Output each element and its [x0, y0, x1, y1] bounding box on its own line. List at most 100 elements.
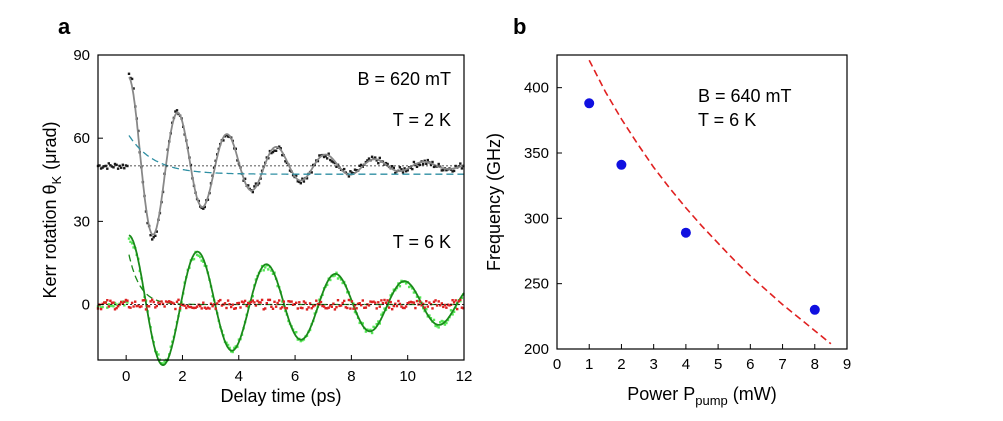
chart-a-data-point — [418, 300, 422, 303]
chart-a-annotation-t6: T = 6 K — [393, 232, 451, 252]
chart-a-data-point — [392, 304, 395, 308]
chart-a-data-point — [285, 307, 289, 310]
chart-a-data-point — [383, 307, 386, 310]
chart-a-data-point — [127, 237, 131, 240]
chart-a-data-point — [103, 165, 106, 168]
chart-a-data-point — [440, 169, 443, 172]
chart-a-data-point — [195, 253, 199, 257]
chart-a-data-point — [459, 162, 462, 165]
chart-a-data-point — [428, 314, 431, 317]
chart-a-data-point — [428, 301, 431, 304]
chart-a-data-point — [129, 240, 132, 243]
chart-a-data-point — [113, 162, 117, 166]
chart-a-data-point — [333, 161, 337, 165]
chart-b-y-axis-label: Frequency (GHz) — [484, 133, 504, 271]
chart-a-data-point — [395, 304, 399, 308]
chart-a-data-point — [254, 182, 258, 185]
chart-a-data-point — [367, 157, 371, 160]
chart-b-x-tick-label: 0 — [553, 356, 561, 373]
chart-a-data-point — [445, 306, 448, 309]
chart-a-data-point — [353, 168, 357, 171]
chart-a-data-point — [192, 306, 196, 310]
chart-a-data-point — [155, 230, 158, 233]
chart-b-x-tick-label: 8 — [811, 356, 819, 373]
chart-a-data-point — [400, 279, 403, 283]
chart-a-annotation-t2: T = 2 K — [393, 110, 451, 130]
chart-a-data-point — [296, 180, 299, 183]
chart-a-data-point — [124, 300, 128, 303]
chart-a-data-point — [439, 304, 442, 307]
chart-a-data-point — [109, 164, 112, 167]
chart-a-data-point — [442, 320, 445, 323]
chart-a-data-point — [110, 301, 114, 305]
chart-b-x-label-unit: (mW) — [733, 384, 777, 404]
chart-a-data-point — [341, 281, 344, 285]
chart-a-data-point — [339, 278, 343, 281]
chart-a-data-point — [442, 305, 445, 309]
chart-a-data-point — [364, 330, 368, 333]
chart-a-data-point — [372, 300, 375, 303]
chart-a-data-point — [411, 287, 414, 290]
chart-a-data-point — [199, 304, 202, 308]
chart-a-data-point — [253, 185, 256, 188]
chart-a-data-point — [237, 301, 241, 305]
chart-a-baseline-curve — [128, 135, 464, 175]
chart-b-x-label-sub: pump — [695, 393, 728, 408]
chart-a-data-point — [302, 180, 306, 183]
chart-a-data-point — [226, 299, 230, 302]
chart-a-data-point — [349, 307, 352, 310]
chart-a-data-point — [364, 306, 368, 309]
chart-a-data-point — [398, 166, 402, 169]
chart-a-data-point — [230, 305, 233, 309]
chart-a-data-point — [109, 299, 112, 302]
chart-a-data-point — [135, 304, 138, 308]
chart-a-data-point — [161, 362, 165, 365]
chart-a-data-point — [335, 271, 338, 274]
chart-a-data-point — [107, 305, 110, 308]
chart-a-data-point — [349, 170, 352, 173]
chart-a-data-point — [409, 300, 412, 304]
chart-a-data-point — [107, 162, 110, 165]
chart-a-data-point — [132, 246, 135, 249]
chart-a-data-point — [386, 299, 389, 302]
chart-a-data-point — [231, 350, 234, 354]
chart-a-data-point — [383, 298, 386, 302]
chart-a-data-point — [460, 306, 464, 309]
chart-a-data-point — [192, 257, 196, 261]
chart-b-x-tick-label: 5 — [714, 356, 722, 373]
chart-a-data-point — [387, 306, 391, 309]
chart-a-data-point — [257, 301, 261, 304]
chart-a-y-tick-label: 60 — [73, 130, 90, 147]
chart-a-data-point — [219, 298, 222, 302]
chart-a-data-point — [370, 155, 374, 158]
chart-a-data-point — [206, 306, 210, 309]
chart-a-data-point — [107, 303, 110, 306]
chart-a-data-point — [278, 145, 281, 148]
chart-a-data-point — [335, 165, 338, 168]
chart-a-data-point — [347, 175, 351, 178]
chart-b-x-axis-label: Power Ppump (mW) — [627, 384, 777, 408]
chart-a-data-point — [130, 242, 134, 245]
chart-a-data-point — [214, 307, 217, 310]
chart-a-data-point — [279, 147, 282, 150]
chart-a-data-point — [264, 307, 267, 310]
chart-a-data-point — [197, 254, 200, 257]
chart-a-data-point — [175, 300, 179, 303]
chart-a-data-point — [426, 158, 429, 162]
chart-a-data-point — [287, 300, 290, 303]
chart-a-data-point — [202, 260, 205, 263]
chart-a-fit-curve — [128, 76, 465, 236]
chart-a-data-point — [356, 302, 360, 305]
chart-a-data-point — [112, 301, 115, 304]
chart-a-data-point — [322, 305, 326, 308]
chart-a-data-point — [110, 304, 114, 307]
chart-a-data-point — [120, 166, 123, 169]
chart-a-data-point — [377, 320, 380, 323]
chart-a-y-label-sub: K — [49, 175, 64, 184]
chart-a-data-point — [389, 294, 392, 297]
chart-a-data-point — [443, 303, 447, 307]
chart-a-data-point — [279, 307, 282, 310]
chart-a-data-point — [363, 306, 366, 309]
chart-a-data-point — [164, 300, 168, 303]
chart-a-data-point — [330, 305, 333, 308]
